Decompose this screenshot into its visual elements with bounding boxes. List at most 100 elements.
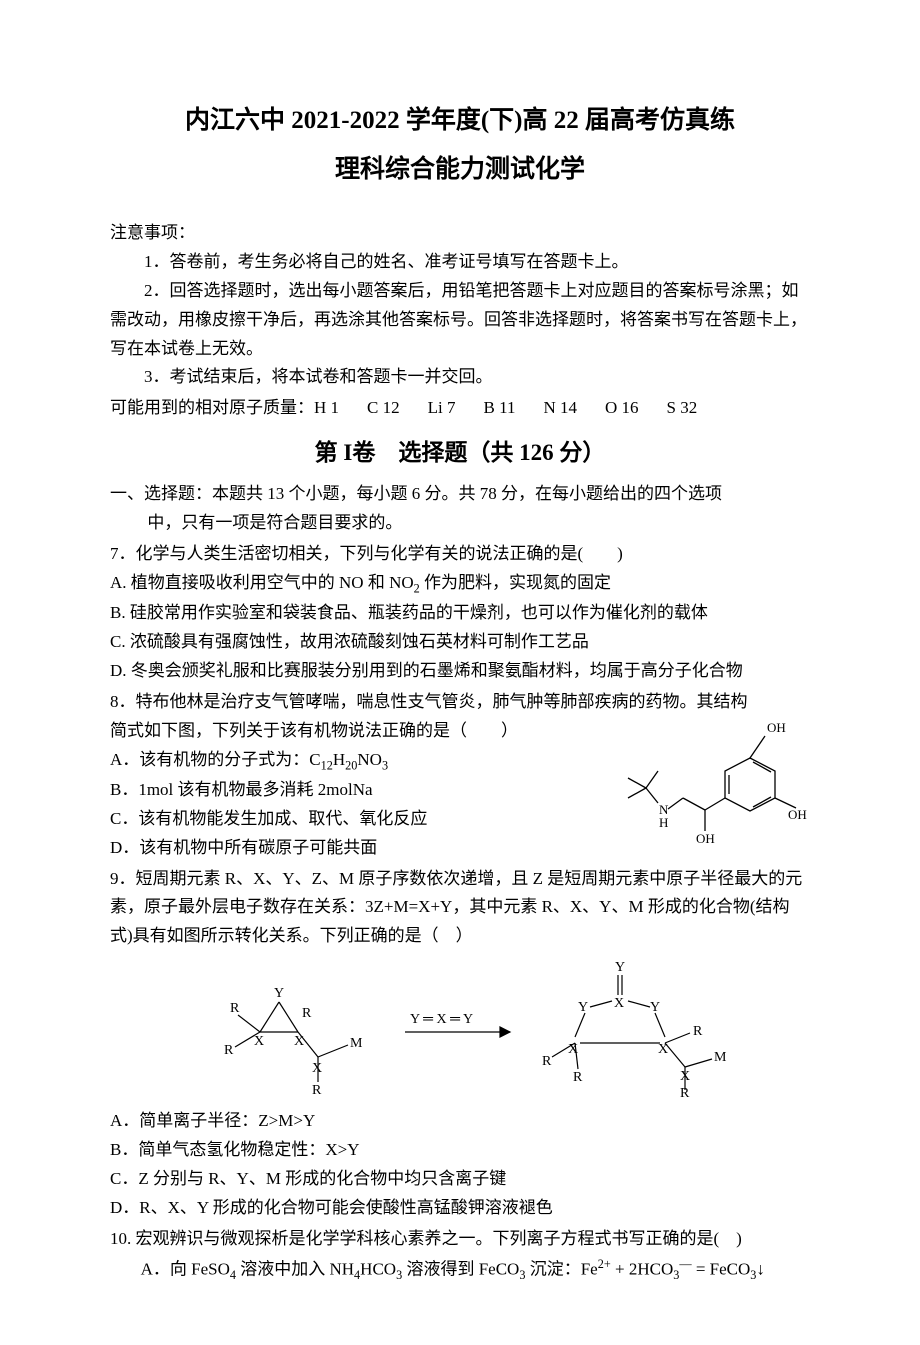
am-pair-1: C 12 <box>367 394 400 423</box>
notes-header: 注意事项： <box>110 219 810 248</box>
q10-a-pre: A．向 FeSO <box>141 1259 230 1278</box>
am-m-2: 7 <box>447 398 456 417</box>
svg-text:M: M <box>714 1050 727 1065</box>
am-pair-2: Li 7 <box>428 394 456 423</box>
q7-choice-b: B. 硅胶常用作实验室和袋装食品、瓶装药品的干燥剂，也可以作为催化剂的载体 <box>110 599 810 628</box>
svg-text:X: X <box>568 1042 578 1057</box>
am-el-0: H <box>314 398 326 417</box>
q7-choice-d: D. 冬奥会颁奖礼服和比赛服装分别用到的石墨烯和聚氨酯材料，均属于高分子化合物 <box>110 657 810 686</box>
svg-text:Y: Y <box>650 1000 660 1015</box>
section-mid: 卷 选择题（共 <box>352 440 519 465</box>
oh-top: OH <box>767 720 786 735</box>
q7-stem: 7．化学与人类生活密切相关，下列与化学有关的说法正确的是( ) <box>110 540 810 569</box>
q9-diagram: R R Y X X X M R R Y ═ X ═ Y Y X Y Y X X … <box>110 957 810 1107</box>
am-m-5: 16 <box>622 398 639 417</box>
am-pair-3: B 11 <box>483 394 515 423</box>
am-el-6: S <box>667 398 676 417</box>
q8-choice-b: B．1mol 该有机物最多消耗 2molNa <box>110 776 614 805</box>
am-pair-4: N 14 <box>543 394 577 423</box>
am-m-4: 14 <box>560 398 577 417</box>
svg-text:X: X <box>658 1042 668 1057</box>
q8-a-s2: 20 <box>345 758 357 772</box>
svg-text:R: R <box>224 1043 234 1058</box>
title-line-2: 理科综合能力测试化学 <box>110 149 810 192</box>
am-m-0: 1 <box>331 398 340 417</box>
svg-text:R: R <box>302 1006 312 1021</box>
oh-bottom: OH <box>696 831 715 846</box>
q10-a-m2: HCO <box>360 1259 396 1278</box>
q9-choice-d: D．R、X、Y 形成的化合物可能会使酸性高锰酸钾溶液褪色 <box>110 1194 810 1223</box>
q10-a-m6: = FeCO <box>692 1259 751 1278</box>
q10-stem: 10. 宏观辨识与微观探析是化学学科核心素养之一。下列离子方程式书写正确的是( … <box>110 1225 810 1254</box>
q9-stem: 9．短周期元素 R、X、Y、Z、M 原子序数依次递增，且 Z 是短周期元素中原子… <box>110 865 810 952</box>
atomic-masses: 可能用到的相对原子质量：H 1 C 12 Li 7 B 11 N 14 O 16 S 32 <box>110 394 810 423</box>
am-el-4: N <box>543 398 555 417</box>
svg-text:Y: Y <box>615 960 625 975</box>
q8-choice-c: C．该有机物能发生加成、取代、氧化反应 <box>110 805 614 834</box>
svg-text:X: X <box>680 1069 690 1084</box>
svg-text:R: R <box>230 1001 240 1016</box>
am-m-6: 32 <box>680 398 697 417</box>
q8-choice-d: D．该有机物中所有碳原子可能共面 <box>110 834 614 863</box>
q10-a-m1: 溶液中加入 NH <box>236 1259 354 1278</box>
atomic-mass-label: 可能用到的相对原子质量： <box>110 394 314 423</box>
svg-text:X: X <box>312 1061 322 1076</box>
svg-text:X: X <box>294 1034 304 1049</box>
q10-choice-a: A．向 FeSO4 溶液中加入 NH4HCO3 溶液得到 FeCO3 沉淀：Fe… <box>110 1254 810 1286</box>
mc-intro-1: 一、选择题：本题共 13 个小题，每小题 6 分。共 78 分，在每小题给出的四… <box>110 480 810 509</box>
q10-a-m5: + 2HCO <box>611 1259 673 1278</box>
am-pair-5: O 16 <box>605 394 639 423</box>
svg-text:Y: Y <box>274 986 284 1001</box>
q10-a-m4: 沉淀：Fe <box>525 1259 597 1278</box>
note-item-3: 3．考试结束后，将本试卷和答题卡一并交回。 <box>110 363 810 392</box>
q8-structure: OH OH OH N H <box>620 713 810 858</box>
q9-choice-b: B．简单气态氢化物稳定性：X>Y <box>110 1136 810 1165</box>
q10-a-sup2: — <box>679 1257 691 1271</box>
q8-a-s3: 3 <box>382 758 388 772</box>
am-m-1: 12 <box>383 398 400 417</box>
section-suffix: 分） <box>554 440 606 465</box>
h-label: H <box>659 815 668 830</box>
q8-a-pre: A．该有机物的分子式为：C <box>110 750 321 769</box>
mc-intro-2: 中，只有一项是符合题目要求的。 <box>110 509 810 538</box>
q7-a-pre: A. 植物直接吸收利用空气中的 NO 和 NO <box>110 573 414 592</box>
am-el-1: C <box>367 398 378 417</box>
q7-choice-a: A. 植物直接吸收利用空气中的 NO 和 NO2 作为肥料，实现氮的固定 <box>110 569 810 599</box>
svg-text:R: R <box>693 1024 703 1039</box>
section-roman: I <box>343 440 352 465</box>
section-header: 第 I卷 选择题（共 126 分） <box>110 433 810 472</box>
note-item-2-text: 2．回答选择题时，选出每小题答案后，用铅笔把答题卡上对应题目的答案标号涂黑；如需… <box>110 281 807 358</box>
q9-choice-c: C．Z 分别与 R、Y、M 形成的化合物中均只含离子键 <box>110 1165 810 1194</box>
am-el-5: O <box>605 398 617 417</box>
q7-a-tail: 作为肥料，实现氮的固定 <box>420 573 611 592</box>
q8-a-m2: NO <box>357 750 382 769</box>
svg-text:R: R <box>312 1083 322 1097</box>
q10-a-m3: 溶液得到 FeCO <box>402 1259 519 1278</box>
q8-a-m1: H <box>333 750 345 769</box>
note-item-1: 1．答卷前，考生务必将自己的姓名、准考证号填写在答题卡上。 <box>110 248 810 277</box>
am-el-3: B <box>483 398 494 417</box>
q9-choice-a: A．简单离子半径：Z>M>Y <box>110 1107 810 1136</box>
q7-choice-c: C. 浓硫酸具有强腐蚀性，故用浓硫酸刻蚀石英材料可制作工艺品 <box>110 628 810 657</box>
am-el-2: Li <box>428 398 443 417</box>
q10-a-sup1: 2+ <box>598 1257 611 1271</box>
q9-center-reaction: Y ═ X ═ Y <box>410 1012 473 1027</box>
svg-text:M: M <box>350 1036 363 1051</box>
svg-text:R: R <box>680 1086 690 1097</box>
svg-text:R: R <box>573 1070 583 1085</box>
am-pair-6: S 32 <box>667 394 698 423</box>
q8-stem-2: 简式如下图，下列关于该有机物说法正确的是（ ） <box>110 717 614 746</box>
svg-text:Y: Y <box>578 1000 588 1015</box>
q8-choice-a: A．该有机物的分子式为：C12H20NO3 <box>110 746 614 776</box>
q8-a-s1: 12 <box>321 758 333 772</box>
svg-text:R: R <box>542 1054 552 1069</box>
svg-text:X: X <box>254 1034 264 1049</box>
am-pair-0: H 1 <box>314 394 339 423</box>
section-prefix: 第 <box>315 440 344 465</box>
note-item-2: 2．回答选择题时，选出每小题答案后，用铅笔把答题卡上对应题目的答案标号涂黑；如需… <box>110 277 810 364</box>
oh-right: OH <box>788 807 807 822</box>
section-points: 126 <box>519 440 554 465</box>
am-m-3: 11 <box>499 398 515 417</box>
q10-a-tail: ↓ <box>756 1259 765 1278</box>
title-line-1: 内江六中 2021-2022 学年度(下)高 22 届高考仿真练 <box>110 100 810 143</box>
